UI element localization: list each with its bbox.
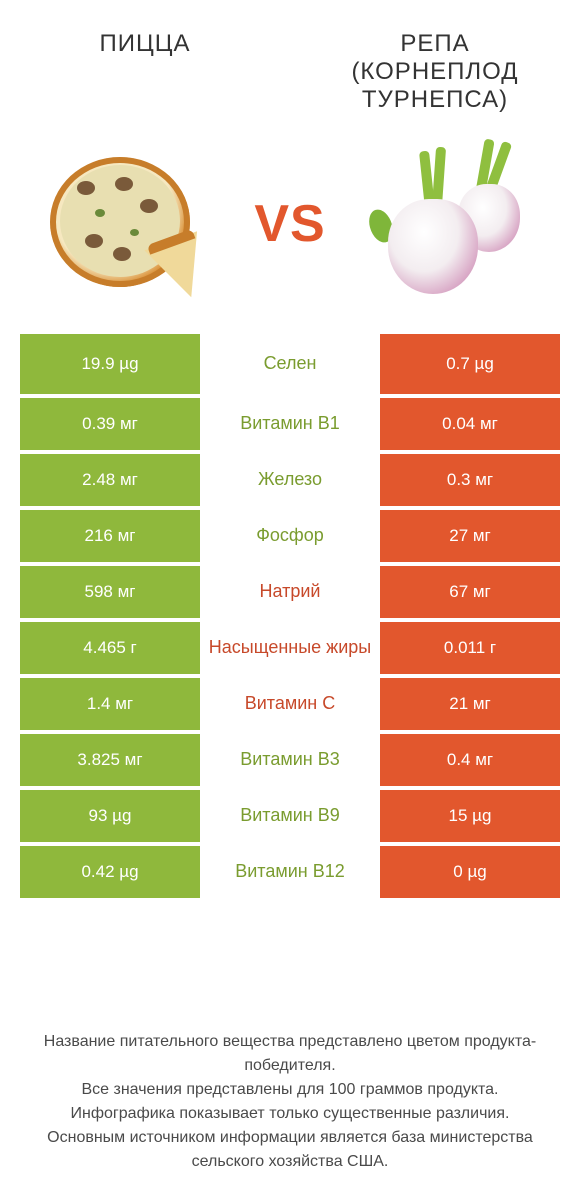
right-product-image — [360, 139, 540, 309]
footer-line: Все значения представлены для 100 граммо… — [36, 1078, 544, 1102]
nutrition-table: 19.9 µgСелен0.7 µg0.39 мгВитамин B10.04 … — [0, 334, 580, 898]
left-value: 93 µg — [20, 790, 200, 842]
nutrient-label: Витамин C — [200, 678, 380, 730]
nutrient-label: Витамин B12 — [200, 846, 380, 898]
right-value: 21 мг — [380, 678, 560, 730]
table-row: 216 мгФосфор27 мг — [20, 510, 560, 562]
titles-row: ПИЦЦА РЕПА (КОРНЕПЛОД ТУРНЕПСА) — [0, 0, 580, 124]
left-value: 1.4 мг — [20, 678, 200, 730]
nutrient-label: Фосфор — [200, 510, 380, 562]
right-value: 0.04 мг — [380, 398, 560, 450]
left-value: 598 мг — [20, 566, 200, 618]
nutrient-label: Витамин B1 — [200, 398, 380, 450]
left-value: 3.825 мг — [20, 734, 200, 786]
left-value: 0.39 мг — [20, 398, 200, 450]
footer-line: Основным источником информации является … — [36, 1126, 544, 1174]
right-value: 27 мг — [380, 510, 560, 562]
table-row: 1.4 мгВитамин C21 мг — [20, 678, 560, 730]
footer-line: Инфографика показывает только существенн… — [36, 1102, 544, 1126]
left-value: 19.9 µg — [20, 334, 200, 394]
right-value: 0.3 мг — [380, 454, 560, 506]
table-row: 0.39 мгВитамин B10.04 мг — [20, 398, 560, 450]
nutrient-label: Железо — [200, 454, 380, 506]
table-row: 3.825 мгВитамин B30.4 мг — [20, 734, 560, 786]
right-value: 0.4 мг — [380, 734, 560, 786]
table-row: 598 мгНатрий67 мг — [20, 566, 560, 618]
right-value: 0 µg — [380, 846, 560, 898]
table-row: 0.42 µgВитамин B120 µg — [20, 846, 560, 898]
vs-label: VS — [254, 194, 325, 254]
left-value: 4.465 г — [20, 622, 200, 674]
nutrient-label: Селен — [200, 334, 380, 394]
right-value: 15 µg — [380, 790, 560, 842]
nutrient-label: Витамин B3 — [200, 734, 380, 786]
right-title: РЕПА (КОРНЕПЛОД ТУРНЕПСА) — [320, 30, 550, 114]
turnip-icon — [370, 139, 530, 309]
footer-notes: Название питательного вещества представл… — [0, 1030, 580, 1174]
table-row: 4.465 гНасыщенные жиры0.011 г — [20, 622, 560, 674]
images-row: VS — [0, 124, 580, 334]
right-value: 67 мг — [380, 566, 560, 618]
left-title: ПИЦЦА — [30, 30, 260, 114]
table-row: 2.48 мгЖелезо0.3 мг — [20, 454, 560, 506]
pizza-icon — [45, 139, 215, 309]
footer-line: Название питательного вещества представл… — [36, 1030, 544, 1078]
table-row: 93 µgВитамин B915 µg — [20, 790, 560, 842]
nutrient-label: Натрий — [200, 566, 380, 618]
right-value: 0.7 µg — [380, 334, 560, 394]
left-value: 216 мг — [20, 510, 200, 562]
table-row: 19.9 µgСелен0.7 µg — [20, 334, 560, 394]
right-value: 0.011 г — [380, 622, 560, 674]
left-product-image — [40, 139, 220, 309]
nutrient-label: Витамин B9 — [200, 790, 380, 842]
left-value: 0.42 µg — [20, 846, 200, 898]
left-value: 2.48 мг — [20, 454, 200, 506]
nutrient-label: Насыщенные жиры — [200, 622, 380, 674]
